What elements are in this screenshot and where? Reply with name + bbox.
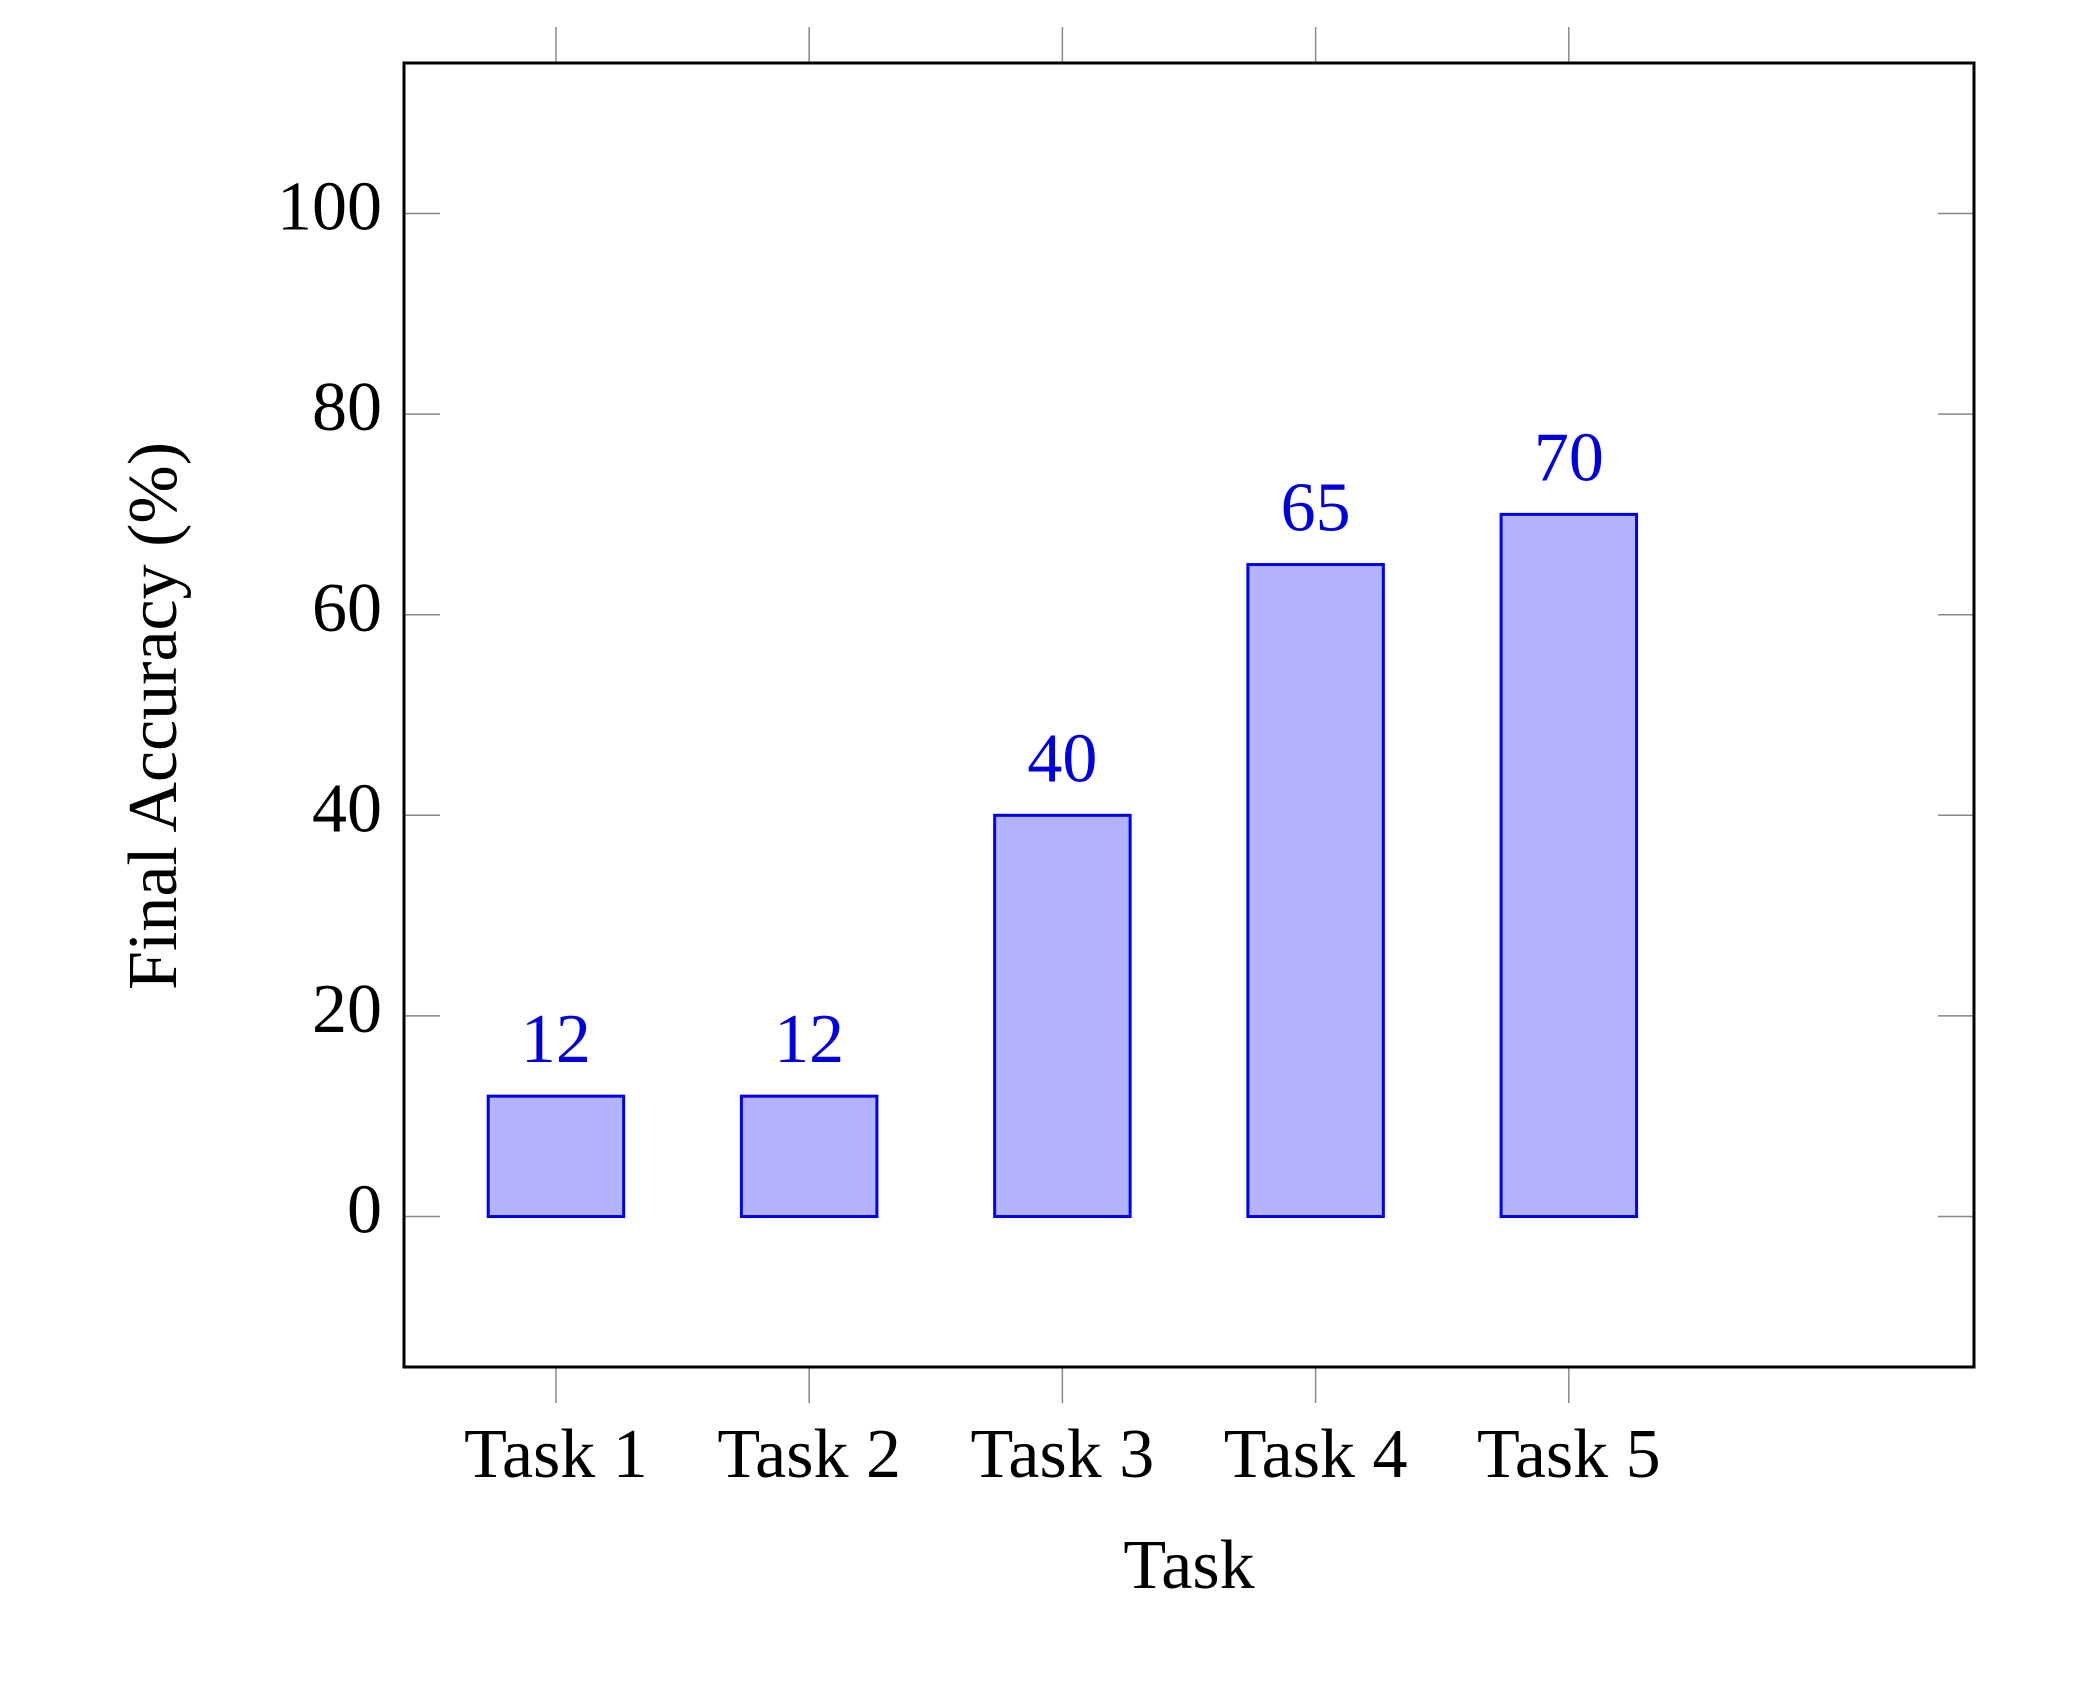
value-label: 70 xyxy=(1534,419,1604,496)
x-tick-label: Task 3 xyxy=(971,1416,1155,1493)
value-label: 12 xyxy=(774,1001,844,1078)
x-tick-label: Task 4 xyxy=(1224,1416,1408,1493)
y-tick-label: 80 xyxy=(312,369,382,446)
x-axis-label: Task xyxy=(1123,1527,1254,1604)
bar xyxy=(993,813,1132,1219)
y-tick-label: 100 xyxy=(277,169,382,246)
y-tick-label: 40 xyxy=(312,770,382,847)
x-tick-label: Task 5 xyxy=(1477,1416,1661,1493)
value-label: 40 xyxy=(1027,720,1097,797)
bar xyxy=(739,1094,879,1219)
y-axis-label: Final Accuracy (%) xyxy=(115,442,192,990)
y-tick-label: 0 xyxy=(347,1172,382,1249)
bar xyxy=(1499,512,1639,1219)
plot-frame xyxy=(402,61,1976,1369)
x-tick-label: Task 1 xyxy=(464,1416,648,1493)
y-tick-label: 20 xyxy=(312,971,382,1048)
bar xyxy=(1246,563,1385,1219)
x-tick-label: Task 2 xyxy=(717,1416,901,1493)
value-label: 65 xyxy=(1281,470,1351,547)
bar xyxy=(486,1094,626,1219)
y-tick-label: 60 xyxy=(312,570,382,647)
value-label: 12 xyxy=(521,1001,591,1078)
